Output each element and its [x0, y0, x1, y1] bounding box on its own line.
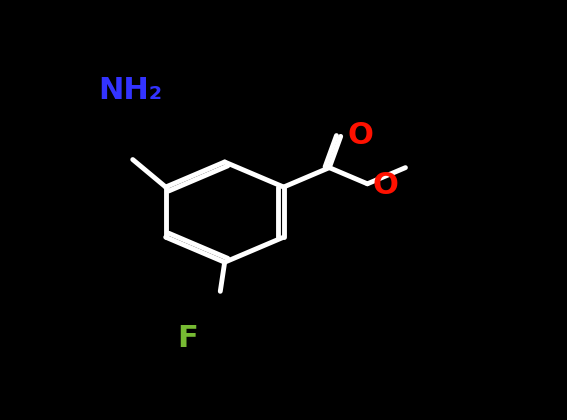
Text: O: O: [373, 171, 399, 200]
Text: NH₂: NH₂: [98, 76, 162, 105]
Text: O: O: [348, 121, 373, 150]
Text: F: F: [177, 324, 198, 353]
